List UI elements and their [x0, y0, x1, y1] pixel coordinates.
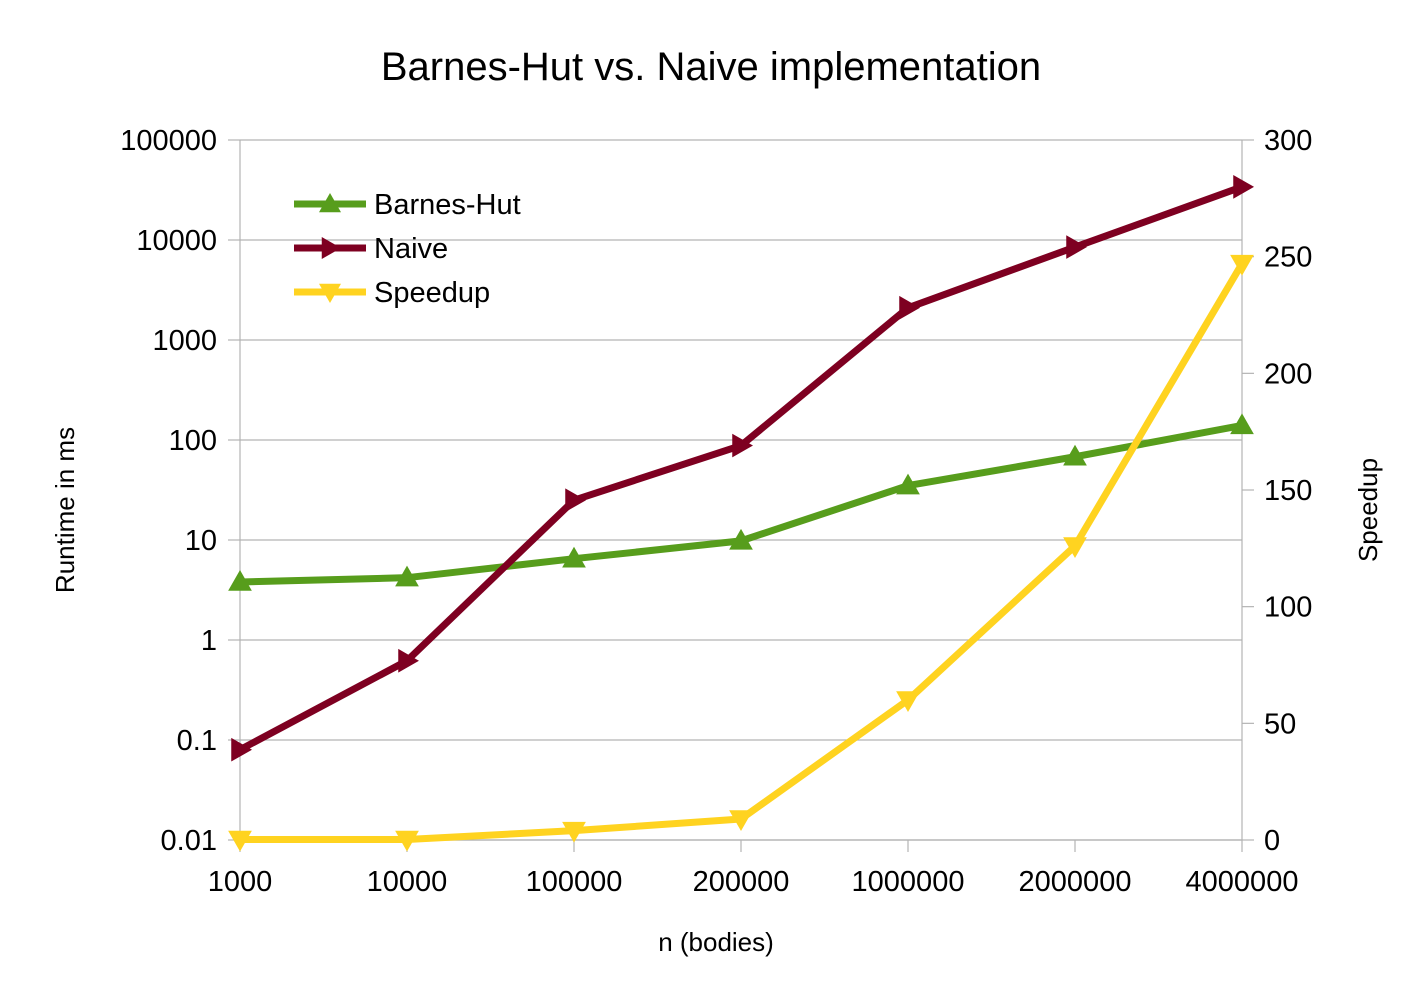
y-tick-label: 100 [169, 425, 217, 457]
data-point [896, 473, 920, 495]
y2-tick-label: 100 [1264, 592, 1312, 624]
legend-label: Barnes-Hut [374, 189, 521, 221]
legend-marker [319, 193, 341, 213]
data-point [228, 830, 252, 852]
y-tick-label: 0.1 [177, 725, 217, 757]
y2-tick-label: 50 [1264, 708, 1296, 740]
y2-tick-label: 200 [1264, 358, 1312, 390]
x-tick-label: 10000 [367, 866, 448, 898]
data-point [228, 570, 252, 591]
data-point [231, 737, 253, 762]
y2-axis-title: Speedup [1353, 458, 1383, 562]
data-point [896, 691, 920, 713]
data-point [395, 565, 419, 587]
y2-tick-label: 300 [1264, 125, 1312, 157]
data-point [1063, 444, 1087, 466]
data-point [899, 295, 921, 320]
data-point [1066, 235, 1088, 259]
y-tick-labels: 0.01 0.1 1 10 100 1000 10000 100000 [120, 125, 217, 857]
data-point [565, 488, 587, 513]
data-point [1230, 413, 1254, 435]
x-tick-label: 1000000 [852, 866, 965, 898]
y2-tick-label: 150 [1264, 475, 1312, 507]
data-point [398, 648, 420, 673]
x-tick-label: 2000000 [1019, 866, 1132, 898]
y2-tick-labels: 0 50 100 150 200 250 300 [1264, 125, 1312, 857]
legend: Barnes-Hut Naive Speedup [294, 189, 521, 309]
legend-label: Naive [374, 233, 448, 265]
data-point [562, 821, 586, 843]
x-tick-label: 200000 [693, 866, 790, 898]
data-point [1063, 537, 1087, 559]
chart-title: Barnes-Hut vs. Naive implementation [381, 45, 1041, 89]
series-line-naive [238, 183, 1244, 753]
y-tick-label: 100000 [120, 125, 217, 157]
y2-tick-label: 250 [1264, 242, 1312, 274]
legend-marker [319, 283, 341, 303]
data-point [729, 810, 753, 832]
x-axis-title: n (bodies) [658, 927, 774, 957]
legend-label: Speedup [374, 277, 490, 309]
data-point [1233, 174, 1255, 199]
legend-marker [321, 237, 341, 259]
y-axis-title: Runtime in ms [50, 427, 80, 593]
y-tick-label: 1000 [152, 325, 217, 357]
y2-tick-label: 0 [1264, 825, 1280, 857]
x-tick-label: 4000000 [1186, 866, 1299, 898]
data-point [1230, 254, 1254, 276]
y-tick-label: 10000 [136, 225, 217, 257]
data-point [729, 528, 753, 550]
data-point [732, 433, 754, 458]
x-tick-labels: 1000 10000 100000 200000 1000000 2000000 40000… [208, 866, 1299, 898]
data-point [562, 546, 586, 568]
data-point [395, 830, 419, 852]
series-layer [228, 174, 1255, 852]
x-tick-label: 100000 [526, 866, 623, 898]
y-tick-label: 1 [201, 625, 217, 657]
series-line-speedup [240, 261, 1246, 844]
y-tick-label: 0.01 [161, 825, 217, 857]
y-tick-label: 10 [185, 525, 217, 557]
x-tick-label: 1000 [208, 866, 273, 898]
